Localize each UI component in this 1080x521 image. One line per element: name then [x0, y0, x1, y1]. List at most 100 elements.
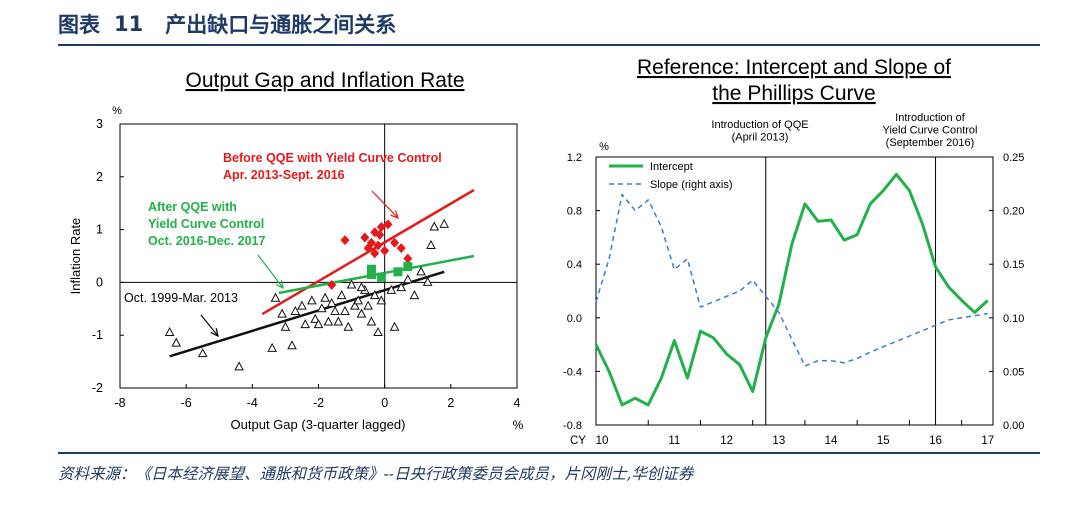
figure-title: 产出缺口与通胀之间关系	[165, 13, 397, 37]
diamond-point	[396, 243, 406, 254]
left-y-tick-label: 3	[96, 117, 103, 131]
x-year-label: 15	[877, 435, 890, 447]
footer-rule	[58, 452, 1040, 454]
fit-line-oct-1999-mar-2013	[169, 270, 445, 358]
figure-label: 图表	[58, 13, 100, 37]
left-y-tick-label: 1	[96, 223, 103, 237]
triangle-point	[316, 303, 327, 313]
diamond-point	[327, 280, 337, 291]
right-axis-tick-label: 0.20	[1003, 206, 1024, 218]
series-slope-right-axis	[595, 193, 988, 367]
triangle-point	[323, 316, 334, 326]
triangle-point	[270, 292, 281, 302]
left-x-tick-label: -2	[313, 396, 324, 410]
diamond-point	[375, 229, 385, 240]
square-point	[403, 262, 413, 272]
event-label-1: (September 2016)	[886, 137, 975, 149]
right-axis-tick-label: 0.10	[1003, 313, 1024, 325]
x-prefix-cy: CY	[570, 435, 586, 447]
annotation-after-qqe-line: Yield Curve Control	[148, 217, 264, 231]
right-axis-tick-label: 0.05	[1003, 366, 1024, 378]
triangle-point	[340, 305, 350, 315]
diamond-point	[403, 253, 413, 264]
legend-slope-label: Slope (right axis)	[650, 179, 733, 191]
triangle-point	[326, 297, 337, 308]
square-point	[366, 264, 376, 274]
arrow-to-black-line	[200, 314, 219, 337]
diamond-point	[373, 240, 383, 251]
left-x-tick-label: 4	[514, 396, 521, 410]
left-x-tick-label: -8	[114, 396, 125, 410]
triangle-point	[346, 279, 357, 289]
triangle-point	[297, 300, 307, 310]
right-axis-tick-label: 0.15	[1003, 259, 1024, 271]
annotation-before-qqe-line: Before QQE with Yield Curve Control	[223, 151, 442, 165]
arrow-to-red-line-head	[390, 210, 399, 219]
triangle-point	[402, 274, 413, 284]
triangle-point	[333, 316, 344, 326]
source-note: 资料来源：《日本经济展望、通胀和货币政策》--日央行政策委员会成员，片冈刚士,华…	[58, 465, 694, 483]
triangle-point	[336, 290, 347, 300]
triangle-point	[356, 282, 367, 292]
left-y-tick-label: 0	[96, 275, 103, 289]
event-label-1: Yield Curve Control	[883, 125, 978, 137]
annotation-1999-2013-line: Oct. 1999-Mar. 2013	[124, 291, 238, 305]
triangle-point	[350, 300, 360, 310]
arrow-to-green-line-head	[275, 280, 284, 290]
right-chart-title-line: the Phillips Curve	[712, 82, 875, 105]
header-rule	[58, 44, 1040, 46]
x-year-label: 14	[825, 435, 838, 447]
annotation-after-qqe-line: Oct. 2016-Dec. 2017	[148, 234, 265, 248]
triangle-point	[376, 295, 387, 305]
left-axis-tick-label: 0.4	[567, 259, 582, 271]
right-chart-left-unit: %	[599, 141, 609, 153]
left-x-tick-label: -6	[181, 396, 192, 410]
triangle-point	[234, 361, 244, 371]
triangle-point	[356, 308, 367, 318]
square-point	[376, 272, 386, 282]
left-x-unit: %	[513, 418, 524, 432]
arrow-to-red-line	[371, 190, 399, 219]
left-x-tick-label: -4	[247, 396, 258, 410]
triangle-point	[426, 239, 436, 249]
triangle-point	[386, 284, 397, 294]
x-year-label: 12	[720, 435, 733, 447]
figure-header: 图表 11 产出缺口与通胀之间关系	[58, 6, 396, 42]
left-axis-tick-label: 1.2	[567, 152, 582, 164]
right-axis-tick-label: 0.00	[1003, 420, 1024, 432]
legend-intercept-label: Intercept	[650, 161, 693, 173]
triangle-point	[396, 282, 407, 292]
diamond-point	[370, 248, 380, 259]
left-y-unit: %	[112, 105, 122, 117]
triangle-point	[439, 218, 450, 228]
event-label-0: (April 2013)	[732, 132, 789, 144]
annotation-after-qqe-line: After QQE with	[148, 200, 237, 214]
triangle-point	[171, 337, 182, 347]
left-y-tick-label: -2	[92, 381, 103, 395]
left-axis-tick-label: 0.0	[567, 313, 582, 325]
right-axis-tick-label: 0.25	[1003, 152, 1024, 164]
fit-line-after-qqe-with-yield-cur	[278, 254, 475, 295]
triangle-point	[280, 321, 291, 331]
diamond-point	[390, 237, 400, 248]
triangle-point	[307, 295, 317, 305]
x-year-label: 17	[981, 435, 994, 447]
left-chart-title: Output Gap and Inflation Rate	[185, 69, 464, 92]
right-plot-frame	[595, 156, 994, 426]
event-label-1: Introduction of	[895, 112, 966, 124]
triangle-point	[416, 266, 426, 276]
triangle-point	[277, 308, 287, 318]
left-x-tick-label: 2	[447, 396, 454, 410]
triangle-point	[310, 313, 321, 323]
triangle-point	[353, 295, 364, 305]
triangle-point	[422, 276, 433, 286]
triangle-point	[300, 319, 311, 329]
triangle-point	[197, 348, 208, 358]
left-x-tick-label: 0	[381, 396, 388, 410]
arrow-to-green-line	[257, 254, 284, 289]
x-year-label: 16	[929, 435, 942, 447]
triangle-point	[313, 319, 324, 329]
diamond-point	[380, 245, 390, 256]
